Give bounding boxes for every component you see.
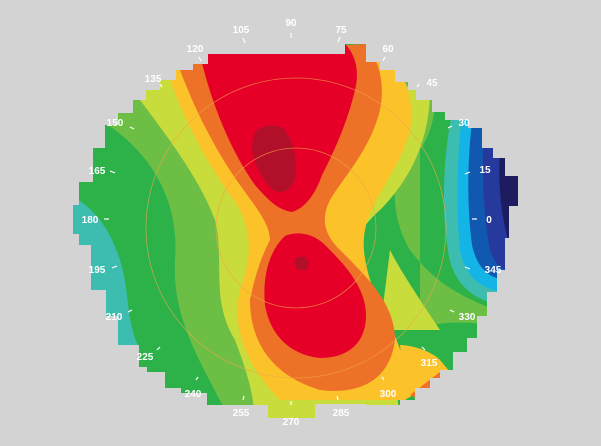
- label-60: 60: [382, 44, 394, 55]
- color-bands: [73, 44, 518, 418]
- label-0: 0: [486, 215, 492, 226]
- angle-labels: 90 75 105 120 60 135 45 150 30 165 15 18…: [82, 18, 502, 428]
- label-255: 255: [233, 408, 250, 419]
- label-15: 15: [479, 165, 491, 176]
- label-315: 315: [421, 358, 438, 369]
- label-30: 30: [458, 118, 470, 129]
- label-240: 240: [185, 389, 202, 400]
- label-330: 330: [459, 312, 476, 323]
- label-75: 75: [335, 25, 347, 36]
- label-150: 150: [107, 118, 124, 129]
- angle-ticks: [104, 33, 477, 405]
- label-225: 225: [137, 352, 154, 363]
- label-300: 300: [380, 389, 397, 400]
- label-270: 270: [283, 417, 300, 428]
- label-45: 45: [426, 78, 438, 89]
- label-165: 165: [89, 166, 106, 177]
- label-180: 180: [82, 215, 99, 226]
- label-345: 345: [485, 265, 502, 276]
- label-135: 135: [145, 74, 162, 85]
- label-210: 210: [106, 312, 123, 323]
- label-285: 285: [333, 408, 350, 419]
- concentric-rings: [145, 77, 447, 379]
- label-120: 120: [187, 44, 204, 55]
- label-195: 195: [89, 265, 106, 276]
- label-90: 90: [285, 18, 297, 29]
- label-105: 105: [233, 25, 250, 36]
